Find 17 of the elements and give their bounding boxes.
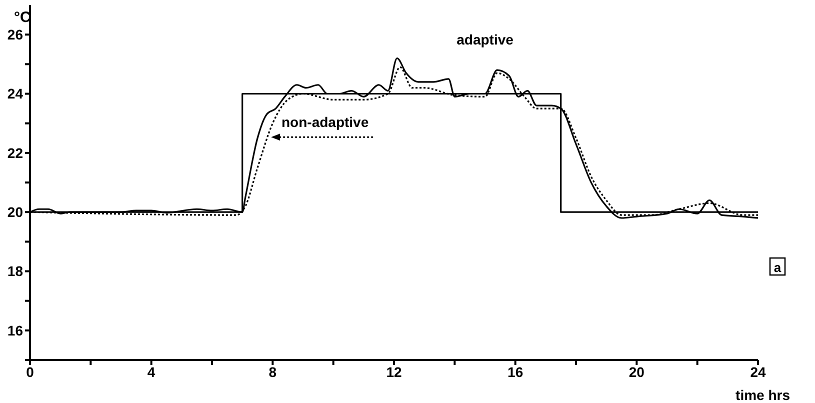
y-tick-label: 22 [7, 144, 24, 161]
y-tick-label: 16 [7, 322, 24, 338]
x-tick-label: 12 [386, 364, 402, 380]
y-tick-label: 26 [7, 26, 24, 43]
text: a [774, 260, 782, 275]
y-tick-label: 24 [7, 86, 24, 102]
x-axis-title: time hrs [736, 387, 790, 403]
series-label: adaptive [456, 31, 514, 48]
x-tick-label: 8 [268, 364, 277, 380]
x-tick-label: 4 [147, 364, 156, 380]
y-tick-label: 20 [7, 204, 24, 220]
y-tick-label: 18 [7, 263, 24, 280]
x-tick-label: 16 [508, 364, 524, 380]
x-tick-label: 0 [26, 364, 34, 380]
x-tick-label: 24 [750, 364, 766, 380]
x-tick-label: 20 [628, 364, 645, 380]
series-label: non-adaptive [282, 114, 369, 130]
